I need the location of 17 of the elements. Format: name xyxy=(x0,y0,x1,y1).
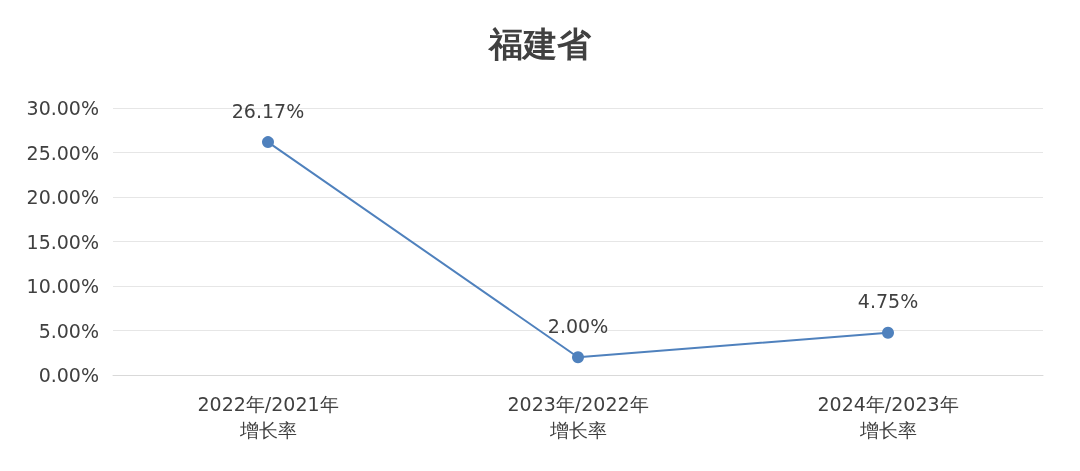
y-tick-label: 15.00% xyxy=(26,230,99,253)
chart-title: 福建省 xyxy=(487,24,592,64)
y-tick-label: 5.00% xyxy=(38,319,99,342)
y-tick-label: 25.00% xyxy=(26,141,99,164)
data-label: 2.00% xyxy=(547,314,609,337)
y-tick-label: 0.00% xyxy=(38,364,99,386)
point xyxy=(882,326,894,339)
point xyxy=(572,351,584,364)
data-label: 4.75% xyxy=(857,290,919,313)
point xyxy=(262,136,274,149)
x-tick-label: 2022年/2021年增长率 xyxy=(197,393,339,441)
x-tick-label: 2024年/2023年增长率 xyxy=(817,393,959,441)
data-label: 26.17% xyxy=(231,99,305,122)
y-tick-label: 30.00% xyxy=(26,97,99,119)
y-tick-label: 10.00% xyxy=(26,275,99,297)
x-tick-label: 2023年/2022年增长率 xyxy=(507,393,649,441)
y-tick-label: 20.00% xyxy=(26,186,99,208)
